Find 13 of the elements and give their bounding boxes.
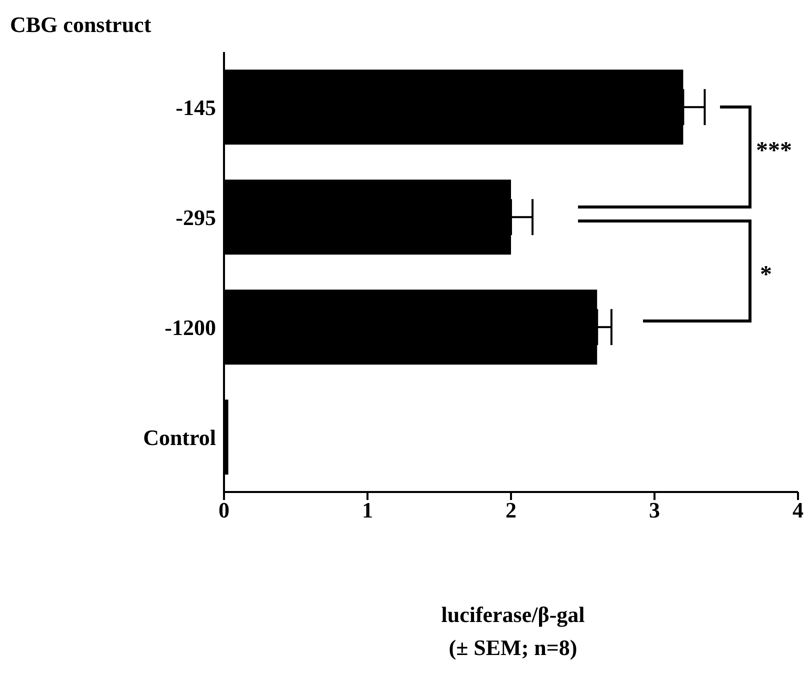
x-axis-title: luciferase/β-gal (± SEM; n=8) — [440, 601, 586, 662]
y-tick-label: Control — [143, 424, 216, 450]
annotation: * — [760, 262, 772, 289]
x-tick-label: 4 — [792, 498, 804, 523]
y-tick-label: -145 — [176, 94, 216, 120]
x-tick-label: 3 — [649, 498, 660, 523]
x-tick-label: 0 — [218, 498, 230, 523]
annotation: *** — [756, 138, 792, 165]
x-tick-label: 1 — [362, 498, 373, 523]
y-tick-label: -1200 — [164, 314, 216, 340]
y-tick-label: -295 — [176, 204, 216, 230]
y-axis-title: CBG construct — [10, 12, 152, 38]
x-tick-label: 2 — [506, 498, 516, 523]
